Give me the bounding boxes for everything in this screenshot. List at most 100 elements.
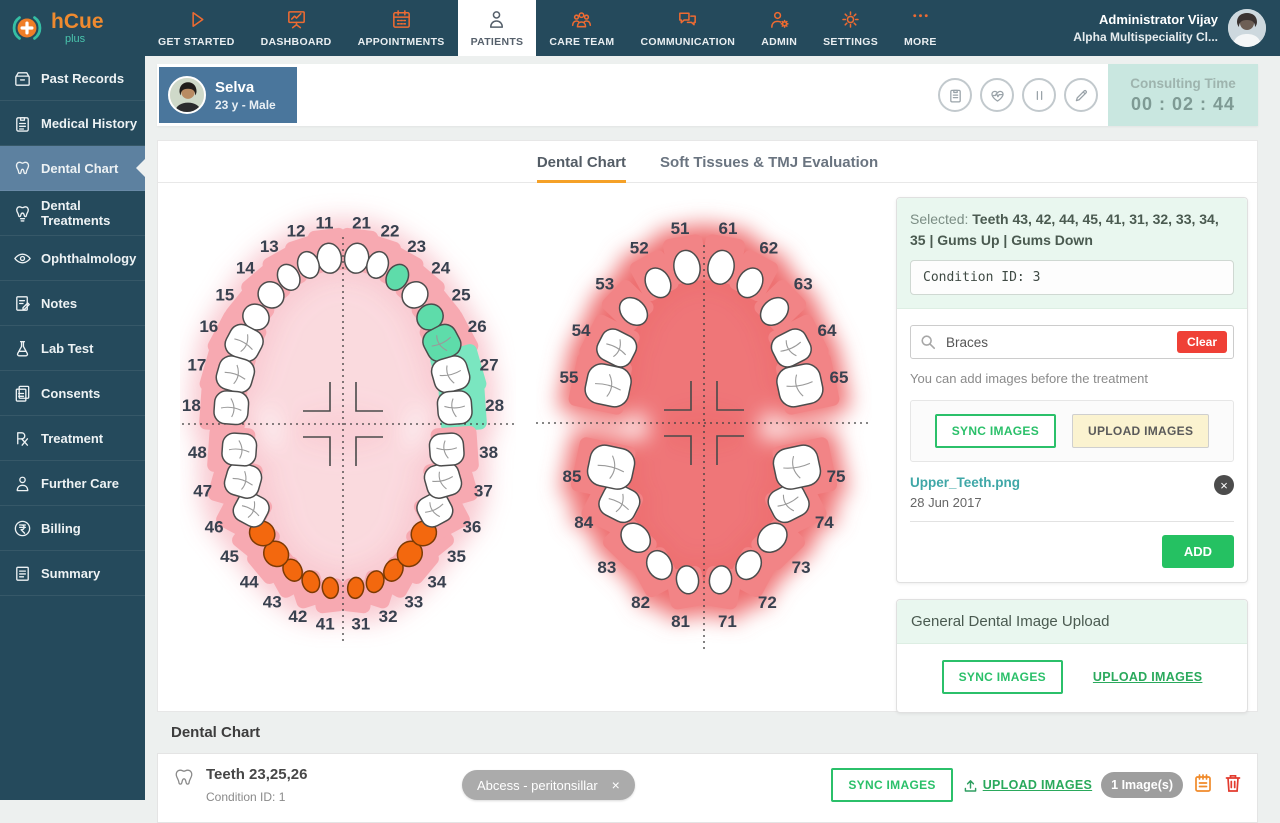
- tooth-83[interactable]: [615, 517, 656, 558]
- sidebar-item-medical-history[interactable]: Medical History: [0, 101, 145, 146]
- pause-icon: [1036, 90, 1042, 100]
- tooth-54[interactable]: [593, 325, 641, 371]
- tooth-16[interactable]: [221, 320, 267, 366]
- sidebar-item-consents[interactable]: Consents: [0, 371, 145, 416]
- file-name-link[interactable]: Upper_Teeth.png: [910, 475, 1021, 490]
- tooth-84[interactable]: [595, 479, 644, 527]
- records-round-button[interactable]: [938, 78, 972, 112]
- clear-search-button[interactable]: Clear: [1176, 331, 1227, 353]
- tab-soft-tissues-tmj-evaluation[interactable]: Soft Tissues & TMJ Evaluation: [660, 154, 879, 171]
- nav-item-appointments[interactable]: APPOINTMENTS: [345, 0, 458, 56]
- nav-item-settings[interactable]: SETTINGS: [810, 0, 891, 56]
- add-button[interactable]: ADD: [1161, 535, 1234, 568]
- upload-images-button[interactable]: UPLOAD IMAGES: [1072, 414, 1210, 448]
- sidebar-item-dental-chart[interactable]: Dental Chart: [0, 146, 145, 191]
- row-upload-images-link[interactable]: UPLOAD IMAGES: [962, 777, 1092, 794]
- tooth-55[interactable]: [582, 361, 633, 409]
- remove-file-icon[interactable]: ×: [1214, 475, 1234, 495]
- nav-item-get-started[interactable]: GET STARTED: [145, 0, 248, 56]
- nav-item-communication[interactable]: COMMUNICATION: [627, 0, 748, 56]
- sidebar-item-treatment[interactable]: Treatment: [0, 416, 145, 461]
- primary-teeth-chart[interactable]: 51 52 53 54 55 61 62 63 64 65 81 82 83 84 85 71 72 73 74 75: [536, 191, 872, 661]
- tooth-73[interactable]: [752, 517, 793, 558]
- tooth-23[interactable]: [382, 260, 413, 294]
- vitals-round-button[interactable]: [980, 78, 1014, 112]
- delete-icon[interactable]: [1223, 772, 1243, 799]
- tooth-number-64: 64: [817, 321, 836, 340]
- tooth-32[interactable]: [364, 569, 387, 595]
- tooth-72[interactable]: [731, 546, 766, 584]
- tooth-number-63: 63: [794, 275, 813, 294]
- tooth-62[interactable]: [732, 263, 768, 302]
- nav-item-dashboard[interactable]: DASHBOARD: [248, 0, 345, 56]
- tooth-82[interactable]: [642, 546, 677, 584]
- tooth-65[interactable]: [774, 361, 825, 409]
- tooth-71[interactable]: [707, 564, 734, 595]
- tooth-22[interactable]: [363, 249, 391, 281]
- patient-bar: Selva 23 y - Male Consulting Time 00 : 0…: [157, 64, 1258, 126]
- treatment-rx-icon: [17, 431, 29, 446]
- tooth-61[interactable]: [705, 248, 737, 286]
- sidebar-item-notes[interactable]: Notes: [0, 281, 145, 326]
- pause-round-button[interactable]: [1022, 78, 1056, 112]
- tooth-48[interactable]: [221, 432, 258, 467]
- tooth-53[interactable]: [614, 292, 653, 331]
- tooth-85[interactable]: [585, 442, 638, 491]
- notes-icon[interactable]: [1192, 772, 1214, 799]
- ophthalmology-icon: [14, 253, 31, 263]
- sidebar-item-summary[interactable]: Summary: [0, 551, 145, 596]
- patient-chip[interactable]: Selva 23 y - Male: [159, 67, 297, 123]
- tooth-31[interactable]: [346, 576, 365, 600]
- tooth-12[interactable]: [294, 249, 322, 281]
- tooth-36[interactable]: [413, 488, 457, 531]
- tab-dental-chart[interactable]: Dental Chart: [536, 141, 627, 183]
- user-menu[interactable]: Administrator Vijay Alpha Multispecialit…: [1073, 0, 1280, 56]
- sidebar-item-label: Summary: [41, 565, 101, 581]
- condition-search-box[interactable]: Clear: [910, 325, 1234, 359]
- tooth-51[interactable]: [671, 248, 703, 286]
- remove-tag-icon[interactable]: ×: [611, 777, 620, 793]
- sync-images-button[interactable]: SYNC IMAGES: [934, 414, 1057, 448]
- tooth-28[interactable]: [436, 390, 473, 426]
- tooth-number-17: 17: [187, 355, 206, 374]
- tooth-number-37: 37: [474, 481, 493, 500]
- general-upload-images-link[interactable]: UPLOAD IMAGES: [1092, 670, 1203, 684]
- brand-logo[interactable]: hCue plus: [0, 0, 145, 56]
- row-sync-images-button[interactable]: SYNC IMAGES: [831, 768, 953, 802]
- tooth-64[interactable]: [767, 325, 815, 371]
- tooth-81[interactable]: [674, 564, 701, 595]
- tooth-75[interactable]: [771, 442, 824, 491]
- sidebar-item-ophthalmology[interactable]: Ophthalmology: [0, 236, 145, 281]
- edit-round-button[interactable]: [1064, 78, 1098, 112]
- sidebar-item-lab-test[interactable]: Lab Test: [0, 326, 145, 371]
- tooth-38[interactable]: [428, 432, 465, 467]
- tooth-41[interactable]: [321, 576, 340, 600]
- tooth-13[interactable]: [273, 260, 304, 294]
- sidebar-item-dental-treatments[interactable]: Dental Treatments: [0, 191, 145, 236]
- general-sync-images-button[interactable]: SYNC IMAGES: [941, 660, 1063, 694]
- nav-item-patients[interactable]: PATIENTS: [457, 0, 537, 56]
- tooth-14[interactable]: [253, 277, 290, 314]
- tooth-18[interactable]: [213, 390, 250, 426]
- nav-item-more[interactable]: MORE: [891, 0, 950, 56]
- tooth-63[interactable]: [755, 292, 794, 331]
- tooth-52[interactable]: [640, 263, 676, 302]
- sidebar-item-past-records[interactable]: Past Records: [0, 56, 145, 101]
- sidebar-item-billing[interactable]: Billing: [0, 506, 145, 551]
- nav-item-care-team[interactable]: CARE TEAM: [536, 0, 627, 56]
- nav-item-admin[interactable]: ADMIN: [748, 0, 810, 56]
- tooth-24[interactable]: [397, 277, 434, 314]
- condition-search-input[interactable]: [944, 333, 1177, 351]
- user-avatar[interactable]: [1228, 9, 1266, 47]
- further-care-icon: [16, 476, 29, 491]
- sidebar-item-further-care[interactable]: Further Care: [0, 461, 145, 506]
- user-name: Administrator Vijay: [1099, 11, 1218, 27]
- tooth-number-43: 43: [263, 593, 282, 612]
- tooth-46[interactable]: [229, 488, 273, 531]
- tooth-74[interactable]: [764, 479, 813, 527]
- tooth-17[interactable]: [213, 353, 257, 396]
- tooth-42[interactable]: [299, 569, 322, 595]
- sidebar-item-label: Ophthalmology: [41, 250, 137, 266]
- tooth-37[interactable]: [422, 460, 465, 501]
